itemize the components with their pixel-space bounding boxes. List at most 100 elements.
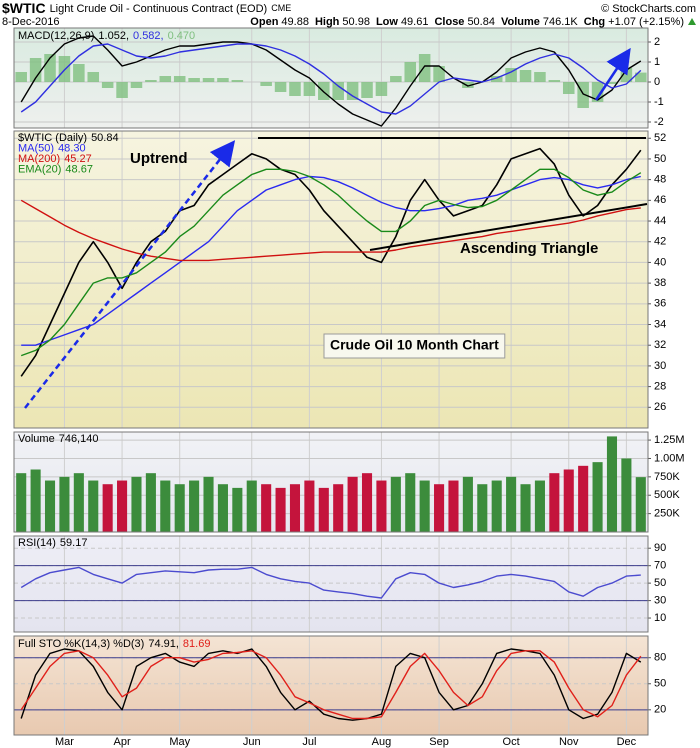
- legend-name: EMA(20): [18, 163, 61, 175]
- y-tick-label: 40: [654, 256, 666, 268]
- legend-value: 0.582,: [133, 30, 164, 42]
- exchange: CME: [271, 3, 291, 13]
- volume-bar: [448, 480, 459, 532]
- legend-name: $WTIC (Daily): [18, 132, 87, 144]
- annotation-lines: [24, 47, 648, 409]
- x-tick-label: Nov: [559, 736, 579, 748]
- volume-bar: [318, 487, 329, 532]
- histogram-bar: [562, 82, 575, 94]
- volume-bar: [635, 477, 646, 532]
- histogram-bar: [116, 82, 128, 98]
- histogram-bar: [15, 72, 27, 82]
- volume-bar: [203, 476, 214, 532]
- y-tick-label: 38: [654, 277, 666, 289]
- y-tick-label: 1: [654, 56, 660, 68]
- panel-frame: [13, 535, 649, 633]
- legend-value: 746,140: [59, 433, 99, 445]
- histogram-bar: [433, 66, 445, 82]
- histogram-bar: [289, 82, 301, 96]
- volume-bar: [246, 480, 257, 532]
- volume-bar: [563, 469, 574, 532]
- x-tick-label: Jul: [302, 736, 316, 748]
- histogram-bar: [404, 62, 417, 82]
- histogram-bar: [231, 80, 244, 82]
- histogram-bar: [332, 82, 344, 100]
- quote-label: Open: [250, 16, 278, 28]
- legend-value: 0.470: [168, 30, 196, 42]
- y-tick-label: 30: [654, 594, 666, 606]
- x-tick-label: Mar: [55, 736, 74, 748]
- y-tick-label: 1.25M: [654, 434, 685, 446]
- panel-frame: [13, 27, 649, 129]
- volume-bar: [304, 480, 315, 532]
- x-tick-label: Oct: [503, 736, 520, 748]
- legend-label: MACD(12,26,9): [18, 30, 94, 42]
- volume-bar: [88, 480, 99, 532]
- panel-background: [14, 536, 648, 632]
- y-tick-label: 50: [654, 153, 666, 165]
- series-line: [20, 199, 641, 262]
- legend-entry: $WTIC (Daily) 50.84: [18, 132, 119, 144]
- histogram-bar: [274, 82, 287, 92]
- volume-bar: [59, 476, 70, 532]
- legend-entry: MA(200) 45.27: [18, 153, 92, 165]
- x-tick-label: May: [169, 736, 190, 748]
- uptrend-line: [24, 140, 236, 409]
- panel-frame: [13, 635, 649, 736]
- legend-label: Full STO %K(14,3) %D(3): [18, 638, 144, 650]
- volume-bar: [145, 473, 156, 532]
- quote-label: Close: [434, 16, 464, 28]
- volume-bar: [477, 484, 488, 532]
- y-tick-label: 1.00M: [654, 452, 685, 464]
- up-arrow: [688, 18, 696, 25]
- histogram-bar: [145, 80, 157, 82]
- instrument-name: Light Crude Oil - Continuous Contract (E…: [50, 3, 268, 15]
- support-line: [369, 203, 648, 251]
- symbol: $WTIC: [2, 0, 46, 16]
- legend-entry: RSI(14) 59.17: [18, 537, 87, 549]
- x-tick-label: Aug: [372, 736, 392, 748]
- legend-entry: MA(50) 48.30: [18, 142, 86, 154]
- y-tick-label: 750K: [654, 471, 680, 483]
- legend-value: 50.84: [91, 132, 119, 144]
- histogram-bar: [606, 82, 618, 84]
- series-line: [20, 43, 642, 115]
- y-tick-label: 10: [654, 612, 666, 624]
- series-line: [20, 650, 642, 720]
- y-tick-label: 90: [654, 542, 666, 554]
- y-tick-label: 20: [654, 704, 666, 716]
- histogram-bar: [519, 70, 532, 82]
- y-tick-label: 36: [654, 298, 666, 310]
- quote-label: High: [315, 16, 340, 28]
- histogram-bar: [29, 58, 42, 82]
- histogram-bar: [577, 82, 589, 108]
- histogram-bar: [188, 78, 200, 82]
- y-tick-label: 34: [654, 318, 666, 330]
- histogram-bar: [130, 82, 143, 88]
- y-tick-label: 80: [654, 652, 666, 664]
- histogram-bar: [101, 82, 114, 88]
- volume-bar: [434, 484, 445, 532]
- volume-bar: [361, 473, 373, 532]
- legend: Full STO %K(14,3) %D(3) 74.91, 81.69: [18, 638, 210, 650]
- histogram-bar: [635, 72, 647, 82]
- volume-bar: [419, 480, 430, 532]
- legend-entry: Volume 746,140: [18, 433, 98, 445]
- histogram-bar: [217, 78, 229, 82]
- histogram-bar: [173, 76, 186, 82]
- annotation: Ascending Triangle: [460, 240, 598, 257]
- volume-bar: [102, 484, 113, 532]
- series-line: [20, 566, 641, 599]
- legend: MACD(12,26,9) 1.052, 0.582, 0.470: [18, 30, 195, 42]
- histogram-bar: [303, 82, 316, 96]
- histogram-bar: [505, 68, 517, 82]
- volume-bar: [117, 480, 128, 532]
- y-tick-label: 50: [654, 678, 666, 690]
- panel-background: [14, 636, 648, 735]
- histogram-bar: [361, 82, 373, 98]
- quote-label: Chg: [584, 16, 605, 28]
- volume-bar: [405, 473, 416, 532]
- volume-bar: [30, 469, 41, 532]
- histogram-bar: [490, 76, 503, 82]
- legend-value: 45.27: [64, 153, 92, 165]
